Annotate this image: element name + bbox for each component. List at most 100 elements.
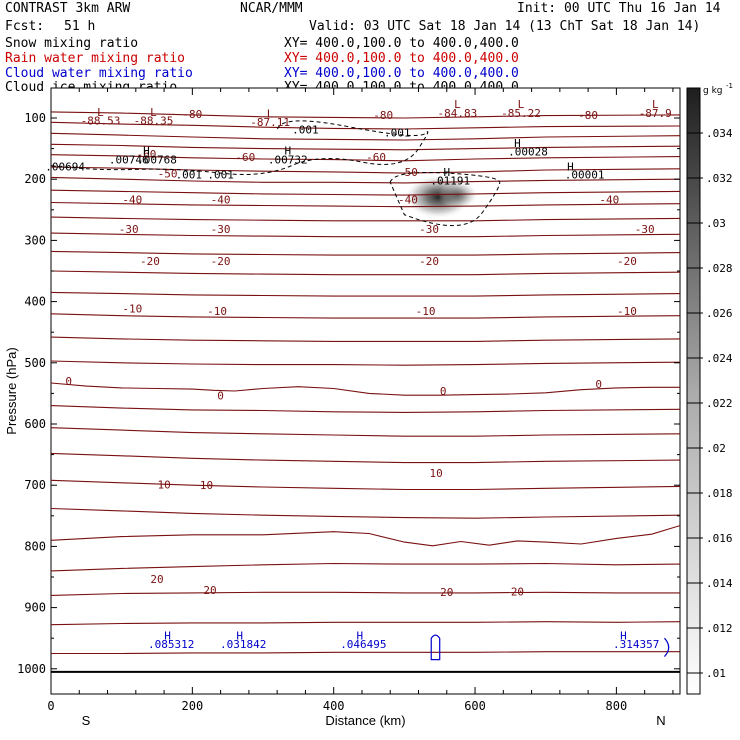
temperature-contour	[51, 452, 680, 464]
colorbar-tick-label: .012	[706, 622, 733, 635]
contour-label: -50	[398, 166, 418, 179]
temperature-contour	[51, 189, 680, 196]
temperature-contour	[51, 479, 680, 491]
temperature-contour	[51, 176, 680, 184]
contour-label: -10	[416, 305, 436, 318]
y-axis-title: Pressure (hPa)	[4, 347, 19, 434]
snow-label: H	[443, 166, 450, 179]
temperature-contour	[51, 360, 680, 366]
temperature-contour	[51, 154, 680, 162]
temperature-contour	[51, 216, 680, 222]
forecast-label: Fcst:	[5, 19, 45, 34]
contour-label: 0	[595, 378, 602, 391]
init-time: Init: 00 UTC Thu 16 Jan 14	[517, 1, 721, 16]
snow-label: .00768	[137, 153, 177, 166]
cloud-water-label: H	[357, 629, 364, 642]
contour-label: -20	[140, 255, 160, 268]
contour-label: 10	[157, 478, 170, 491]
snow-dashed-contour	[389, 172, 501, 227]
temperature-contour	[51, 562, 680, 572]
temperature-contour	[51, 621, 680, 626]
y-tick-label: 500	[24, 356, 46, 370]
contour-label: 0	[65, 375, 72, 388]
x-tick-label: 200	[182, 699, 204, 713]
snow-label: H	[284, 145, 291, 158]
y-tick-label: 800	[24, 539, 46, 553]
temperature-contour	[51, 336, 680, 342]
snow-label: .00732	[268, 153, 308, 166]
temperature-contour	[51, 143, 680, 151]
contour-label: 0	[440, 385, 447, 398]
contour-label: -87.9	[639, 107, 672, 120]
contour-label: -60	[235, 151, 255, 164]
contour-label: -20	[211, 255, 231, 268]
contour-label: L	[150, 106, 157, 119]
temperature-contour	[51, 405, 680, 413]
contour-label: -10	[617, 305, 637, 318]
snow-label: .00694	[45, 161, 85, 174]
snow-label: H	[143, 145, 150, 158]
colorbar-tick-label: .014	[706, 577, 733, 590]
contour-label: -80	[578, 109, 598, 122]
contour-label: L	[97, 106, 104, 119]
snow-label: H	[567, 161, 574, 174]
contour-label: -40	[398, 194, 418, 207]
field-xy-rain: XY= 400.0,100.0 to 400.0,400.0	[284, 51, 519, 66]
forecast-hour: 51 h	[64, 19, 96, 34]
field-xy-snow: XY= 400.0,100.0 to 400.0,400.0	[284, 36, 519, 51]
contour-label: L	[454, 98, 461, 111]
colorbar-tick-label: .028	[706, 262, 733, 275]
snow-dashed-contour	[51, 120, 429, 175]
snow-shade-east	[438, 180, 479, 209]
temperature-contour	[51, 382, 680, 396]
contour-label: 0	[217, 390, 224, 403]
colorbar-tick-label: .024	[706, 352, 733, 365]
contour-label: L	[652, 98, 659, 111]
contour-label: 20	[150, 573, 163, 586]
colorbar-tick-label: .016	[706, 532, 733, 545]
temperature-contour	[51, 525, 680, 547]
valid-time: Valid: 03 UTC Sat 18 Jan 14 (13 ChT Sat …	[309, 19, 701, 34]
x-end-label-north: N	[656, 713, 665, 728]
temperature-contour	[51, 132, 680, 141]
colorbar-tick-label: .03	[706, 217, 726, 230]
snow-label: .001	[292, 123, 319, 136]
contour-label: 20	[511, 585, 524, 598]
contour-label: -20	[419, 255, 439, 268]
temperature-contour	[51, 427, 680, 437]
temperature-contour	[51, 651, 680, 655]
contour-label: -80	[182, 108, 202, 121]
snow-label: .001	[207, 169, 234, 182]
temperature-contour	[51, 591, 680, 596]
field-label-snow: Snow mixing ratio	[5, 36, 139, 51]
y-tick-label: 300	[24, 233, 46, 247]
colorbar-tick-label: .02	[706, 442, 726, 455]
y-tick-label: 900	[24, 601, 46, 615]
organization: NCAR/MMM	[240, 1, 303, 16]
y-tick-label: 200	[24, 172, 46, 186]
temperature-contour	[51, 270, 680, 276]
snow-label: .001	[176, 169, 203, 182]
x-tick-label: 0	[47, 699, 54, 713]
contour-label: L	[518, 98, 525, 111]
cloud-water-label: H	[164, 629, 171, 642]
temperature-contour	[51, 250, 680, 256]
contour-label: -20	[617, 255, 637, 268]
y-tick-label: 600	[24, 417, 46, 431]
cloud-water-label: H	[620, 629, 627, 642]
contour-label: -30	[119, 223, 139, 236]
temperature-contour	[51, 232, 680, 238]
colorbar-tick-label: .026	[706, 307, 733, 320]
snow-label: .00746	[109, 153, 149, 166]
colorbar-unit: g kg	[703, 86, 723, 96]
snow-label: .00001	[565, 169, 605, 182]
contour-label: -88.35	[134, 115, 174, 128]
colorbar-tick-label: .01	[706, 667, 726, 680]
contour-label: -50	[158, 167, 178, 180]
snow-label: .01191	[430, 175, 470, 188]
contour-label: 20	[203, 584, 216, 597]
colorbar	[686, 87, 701, 695]
model-title: CONTRAST 3km ARW	[5, 1, 131, 16]
colorbar-tick-label: .022	[706, 397, 733, 410]
cloud-water-label: .314357	[613, 638, 659, 651]
